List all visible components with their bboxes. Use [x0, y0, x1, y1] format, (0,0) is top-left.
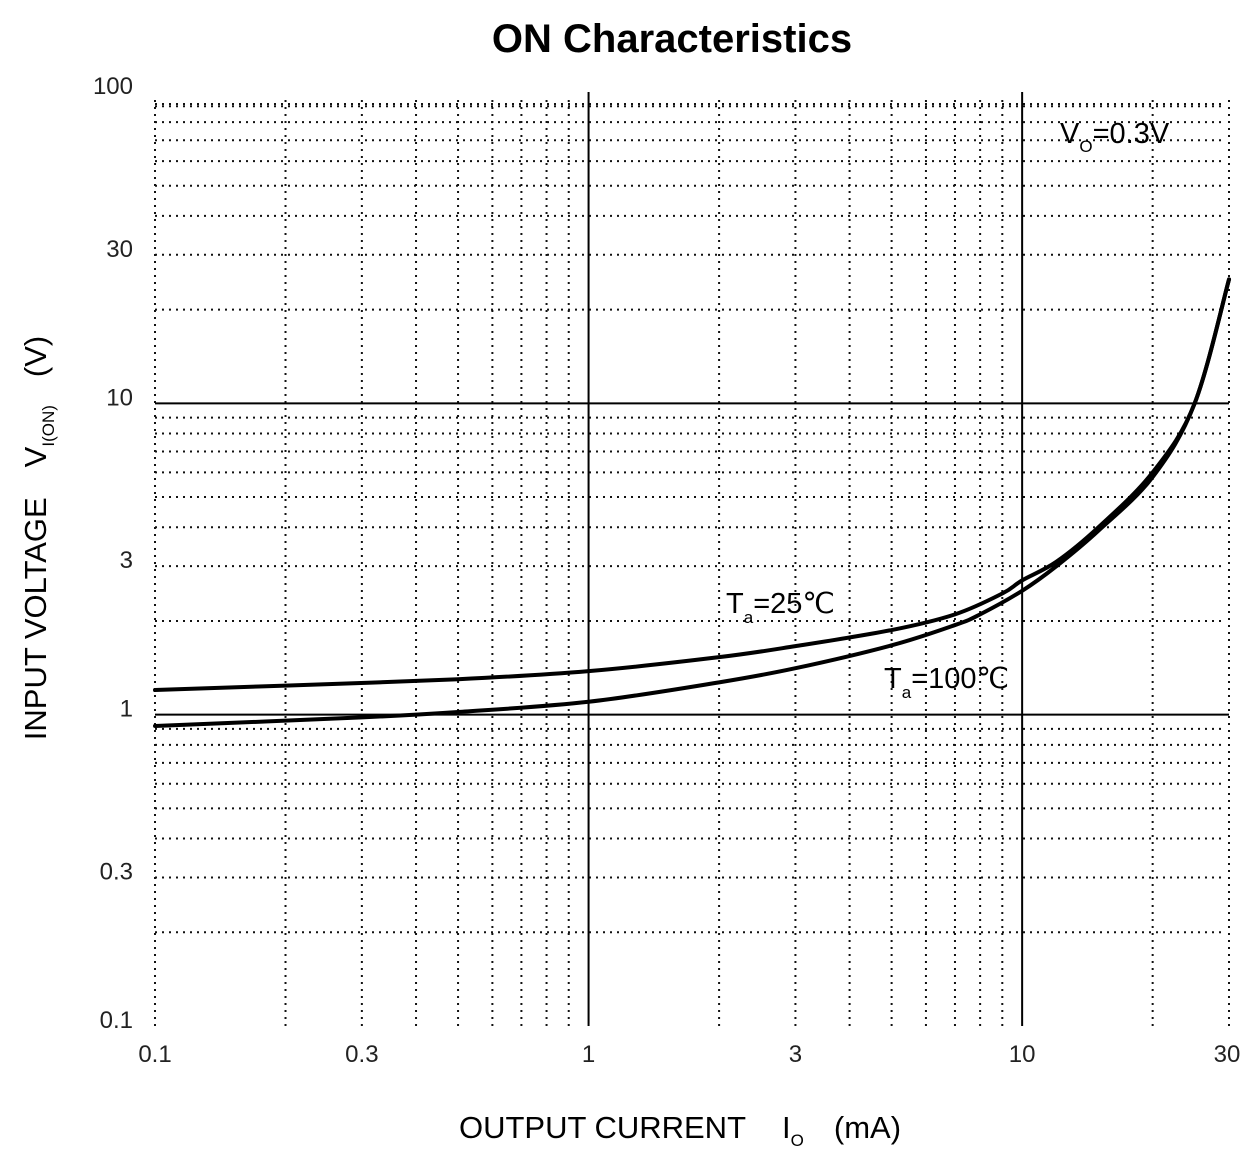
x-axis-unit: (mA)	[834, 1110, 901, 1145]
y-axis-unit: (V)	[18, 336, 53, 377]
y-tick-label: 3	[120, 547, 133, 574]
x-tick-label: 0.1	[138, 1041, 171, 1068]
y-tick-label: 10	[106, 384, 133, 411]
plot-area	[153, 92, 1231, 1026]
series-label-25c-text: =25℃	[753, 588, 835, 620]
series-label-100c: Ta=100℃	[884, 663, 1009, 702]
series-label-100c-symbol: T	[884, 663, 902, 695]
x-axis-symbol: I	[782, 1110, 791, 1145]
x-tick-label: 0.3	[345, 1041, 378, 1068]
y-axis-title: INPUT VOLTAGE VI(ON) (V)	[18, 336, 58, 740]
series-label-100c-text: =100℃	[911, 663, 1009, 695]
series-label-25c: Ta=25℃	[726, 588, 835, 627]
y-tick-label: 1	[120, 696, 133, 723]
x-axis-symbol-subscript: O	[791, 1131, 804, 1150]
y-tick-label: 0.1	[100, 1007, 133, 1034]
x-axis-title: OUTPUT CURRENT IO (mA)	[459, 1110, 901, 1150]
condition-subscript: O	[1079, 137, 1092, 156]
y-tick-label: 0.3	[100, 858, 133, 885]
minor-gridlines	[154, 100, 1230, 1026]
y-axis-symbol-subscript: I(ON)	[39, 405, 58, 447]
x-tick-label: 30	[1214, 1041, 1241, 1068]
condition-label: VO=0.3V	[1060, 118, 1170, 156]
condition-text: =0.3V	[1093, 118, 1170, 150]
series-label-25c-symbol: T	[726, 588, 744, 620]
x-tick-label: 1	[582, 1041, 595, 1068]
y-axis-title-main: INPUT VOLTAGE	[18, 497, 53, 740]
x-tick-label: 3	[789, 1041, 802, 1068]
y-axis-symbol: V	[18, 446, 53, 467]
series-line-ta-25c	[153, 277, 1231, 693]
series-layer	[153, 277, 1231, 728]
y-axis-title-group: INPUT VOLTAGE VI(ON) (V)	[18, 336, 58, 740]
chart-title: ON Characteristics	[492, 17, 852, 61]
x-tick-labels: 0.1 0.3 1 3 10 30	[138, 1041, 1240, 1068]
x-axis-title-main: OUTPUT CURRENT	[459, 1110, 746, 1145]
condition-symbol: V	[1060, 118, 1080, 150]
y-tick-labels: 0.1 0.3 1 3 10 30 100	[93, 73, 133, 1034]
series-label-25c-subscript: a	[744, 608, 754, 627]
major-gridlines	[155, 92, 1229, 1026]
y-tick-label: 100	[93, 73, 133, 100]
series-label-100c-subscript: a	[902, 683, 912, 702]
y-tick-label: 30	[106, 236, 133, 263]
x-tick-label: 10	[1009, 1041, 1036, 1068]
series-line-ta-100c	[153, 277, 1231, 728]
